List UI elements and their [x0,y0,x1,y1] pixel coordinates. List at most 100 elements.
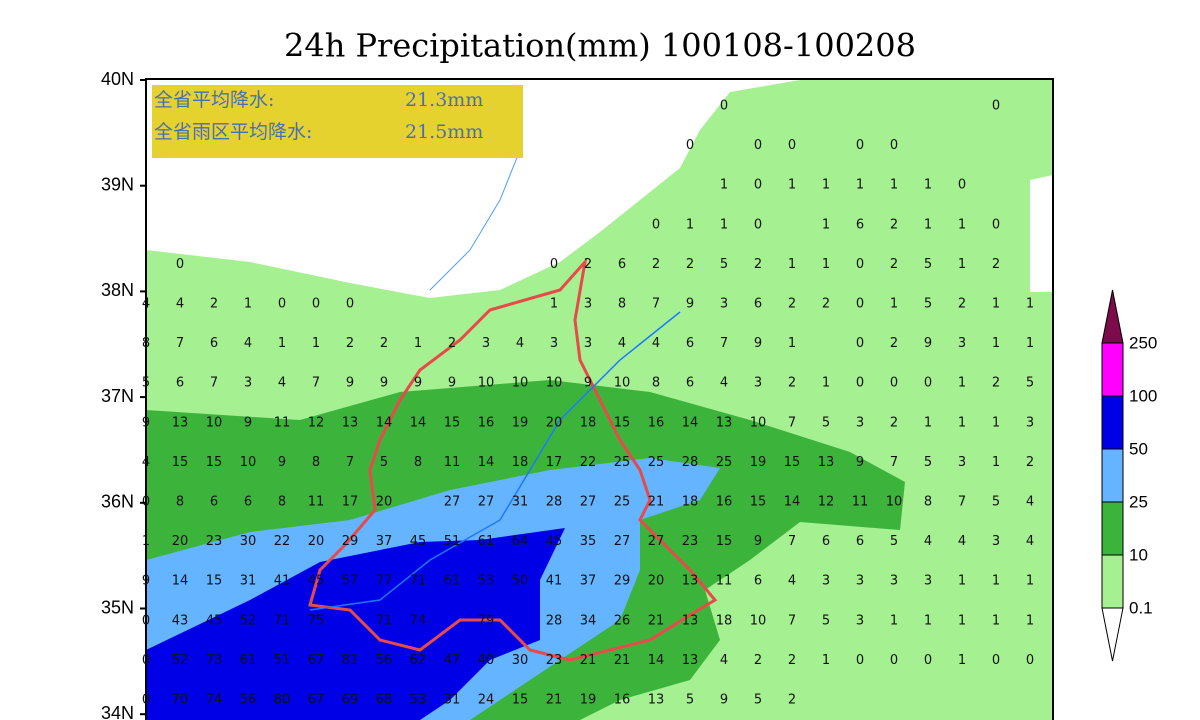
grid-value: 45 [206,613,223,628]
grid-value: 1 [958,653,966,668]
grid-value: 0 [346,297,354,312]
grid-value: 3 [856,613,864,628]
grid-value: 0 [890,138,898,153]
grid-value: 1 [924,415,932,430]
grid-value: 6 [210,495,218,510]
lat-label: 37N [101,386,134,406]
grid-value: 1 [992,574,1000,589]
grid-value: 34 [580,613,597,628]
grid-value: 27 [614,534,631,549]
grid-value: 3 [550,336,558,351]
grid-value: 27 [444,495,461,510]
map-frame [145,78,1054,720]
grid-value: 6 [686,376,694,391]
grid-value: 0 [176,257,184,272]
grid-value: 29 [342,534,359,549]
grid-value: 77 [376,574,393,589]
grid-value: 1 [924,613,932,628]
grid-value: 69 [342,693,359,708]
grid-value: 0 [924,653,932,668]
colorbar-label: 0.1 [1129,598,1153,617]
grid-value: 19 [750,455,767,470]
grid-value: 1 [822,257,830,272]
grid-value: 9 [448,376,456,391]
grid-value: 14 [410,415,427,430]
grid-value: 2 [788,376,796,391]
grid-value: 21 [614,653,631,668]
grid-value: 15 [206,455,223,470]
lat-label: 34N [101,703,134,720]
grid-value: 13 [682,613,699,628]
province-border [308,257,718,662]
grid-value: 5 [754,693,762,708]
title: 24h Precipitation(mm) 100108-100208 [284,27,916,65]
grid-value: 2 [788,653,796,668]
grid-value: 1 [1026,574,1034,589]
grid-value: 2 [890,217,898,232]
grid-value: 10 [512,376,529,391]
river [309,311,681,611]
grid-value: 1 [958,376,966,391]
grid-value: 53 [478,574,495,589]
grid-value: 4 [176,297,184,312]
grid-value: 25 [614,495,631,510]
grid-value: 1 [992,336,1000,351]
grid-value: 5 [924,455,932,470]
grid-value: 10 [206,415,223,430]
grid-value: 16 [648,415,665,430]
grid-value: 0 [720,99,728,114]
grid-value: 5 [1026,376,1034,391]
lat-label: 35N [101,597,134,617]
grid-value: 1 [1026,336,1034,351]
grid-value: 31 [444,693,461,708]
grid-value: 1 [822,653,830,668]
grid-value: 1 [788,336,796,351]
grid-value: 0 [1026,653,1034,668]
grid-value: 4 [142,297,150,312]
grid-value: 1 [720,217,728,232]
grid-value: 3 [754,376,762,391]
grid-value: 20 [546,415,563,430]
grid-value: 3 [992,534,1000,549]
grid-value: 0 [856,376,864,391]
grid-value: 16 [478,415,495,430]
grid-value: 2 [788,693,796,708]
grid-value: 7 [720,336,728,351]
grid-value: 3 [482,336,490,351]
grid-value: 1 [958,257,966,272]
grid-value: 15 [750,495,767,510]
grid-value: 53 [410,693,427,708]
grid-value: 15 [614,415,631,430]
grid-value: 9 [414,376,422,391]
grid-value: 40 [478,653,495,668]
colorbar-box [1101,342,1124,397]
grid-value: 31 [512,495,529,510]
lat-label: 40N [101,69,134,89]
grid-value: 9 [754,336,762,351]
grid-value: 15 [206,574,223,589]
grid-value: 9 [720,693,728,708]
grid-value: 6 [176,376,184,391]
grid-value: 1 [142,534,150,549]
grid-value: 27 [478,495,495,510]
grid-value: 8 [652,376,660,391]
grid-value: 2 [380,336,388,351]
grid-value: 25 [648,455,665,470]
grid-value: 13 [648,693,665,708]
grid-value: 4 [720,653,728,668]
grid-value: 5 [686,693,694,708]
grid-value: 9 [142,415,150,430]
grid-value: 0 [788,138,796,153]
grid-value: 2 [686,257,694,272]
colorbar-box [1101,554,1124,609]
grid-value: 4 [1026,534,1034,549]
grid-value: 7 [788,415,796,430]
grid-value: 30 [512,653,529,668]
grid-value: 2 [346,336,354,351]
grid-value: 7 [176,336,184,351]
grid-value: 26 [614,613,631,628]
grid-value: 21 [648,495,665,510]
grid-value: 4 [244,336,252,351]
grid-value: 2 [652,257,660,272]
